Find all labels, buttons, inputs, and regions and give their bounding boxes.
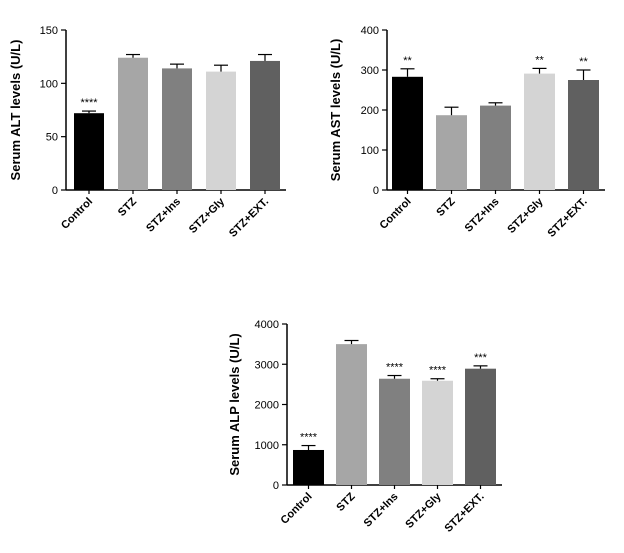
significance-marker: **** xyxy=(386,362,404,374)
y-tick-label: 2000 xyxy=(255,400,279,412)
bar xyxy=(465,368,496,485)
significance-marker: ** xyxy=(579,56,588,68)
chart-2: 0 100 200 300 400 Serum AST levels (U/L) ** Con… xyxy=(328,25,605,240)
significance-marker: **** xyxy=(300,432,318,444)
x-tick-label: STZ+Ins xyxy=(144,196,183,235)
x-tick-label: STZ xyxy=(334,490,357,513)
bar xyxy=(568,80,599,190)
bar xyxy=(336,344,367,485)
bar xyxy=(162,68,192,190)
x-tick-label: STZ xyxy=(116,195,139,218)
y-tick-label: 150 xyxy=(40,25,58,37)
x-tick-label: STZ+EXT. xyxy=(545,196,589,240)
x-tick-label: STZ+Gly xyxy=(505,195,546,236)
chart-3: 0 1000 2000 3000 4000 Serum ALP levels (U/L) *… xyxy=(227,319,502,535)
bar xyxy=(392,76,423,190)
bar xyxy=(293,449,324,485)
significance-marker: **** xyxy=(429,365,447,377)
y-tick-label: 300 xyxy=(361,65,379,77)
x-tick-label: STZ+Ins xyxy=(362,491,401,530)
bar xyxy=(250,60,280,190)
significance-marker: **** xyxy=(80,97,98,109)
y-tick-label: 1000 xyxy=(255,440,279,452)
chart-1: 0 50 100 150 Serum ALT levels (U/L) **** Contr… xyxy=(8,25,286,240)
bar xyxy=(118,57,148,190)
y-tick-label: 400 xyxy=(361,25,379,37)
x-tick-label: STZ+EXT. xyxy=(227,196,271,240)
x-tick-label: Control xyxy=(59,196,95,232)
y-axis-label: Serum AST levels (U/L) xyxy=(328,39,343,182)
bar xyxy=(206,71,236,190)
y-axis-label: Serum ALT levels (U/L) xyxy=(8,40,23,181)
significance-marker: ** xyxy=(535,54,544,66)
x-tick-label: STZ+EXT. xyxy=(442,491,486,535)
y-tick-label: 100 xyxy=(361,145,379,157)
y-tick-label: 4000 xyxy=(255,319,279,331)
bar xyxy=(480,105,511,190)
x-tick-label: STZ+Ins xyxy=(463,196,502,235)
y-axis-label: Serum ALP levels (U/L) xyxy=(227,333,242,475)
x-tick-label: Control xyxy=(278,491,314,527)
bar xyxy=(436,115,467,190)
bar xyxy=(74,113,104,190)
bar xyxy=(422,380,453,485)
y-tick-label: 100 xyxy=(40,78,58,90)
bar xyxy=(524,73,555,190)
y-tick-label: 3000 xyxy=(255,359,279,371)
y-tick-label: 200 xyxy=(361,105,379,117)
significance-marker: ** xyxy=(403,55,412,67)
y-tick-label: 50 xyxy=(46,132,58,144)
x-tick-label: Control xyxy=(377,196,413,232)
significance-marker: *** xyxy=(474,352,488,364)
x-tick-label: STZ xyxy=(434,195,457,218)
x-tick-label: STZ+Gly xyxy=(187,195,228,236)
bar xyxy=(379,378,410,485)
x-tick-label: STZ+Gly xyxy=(403,490,444,531)
y-tick-label: 0 xyxy=(273,480,279,492)
y-tick-label: 0 xyxy=(52,185,58,197)
y-tick-label: 0 xyxy=(373,185,379,197)
